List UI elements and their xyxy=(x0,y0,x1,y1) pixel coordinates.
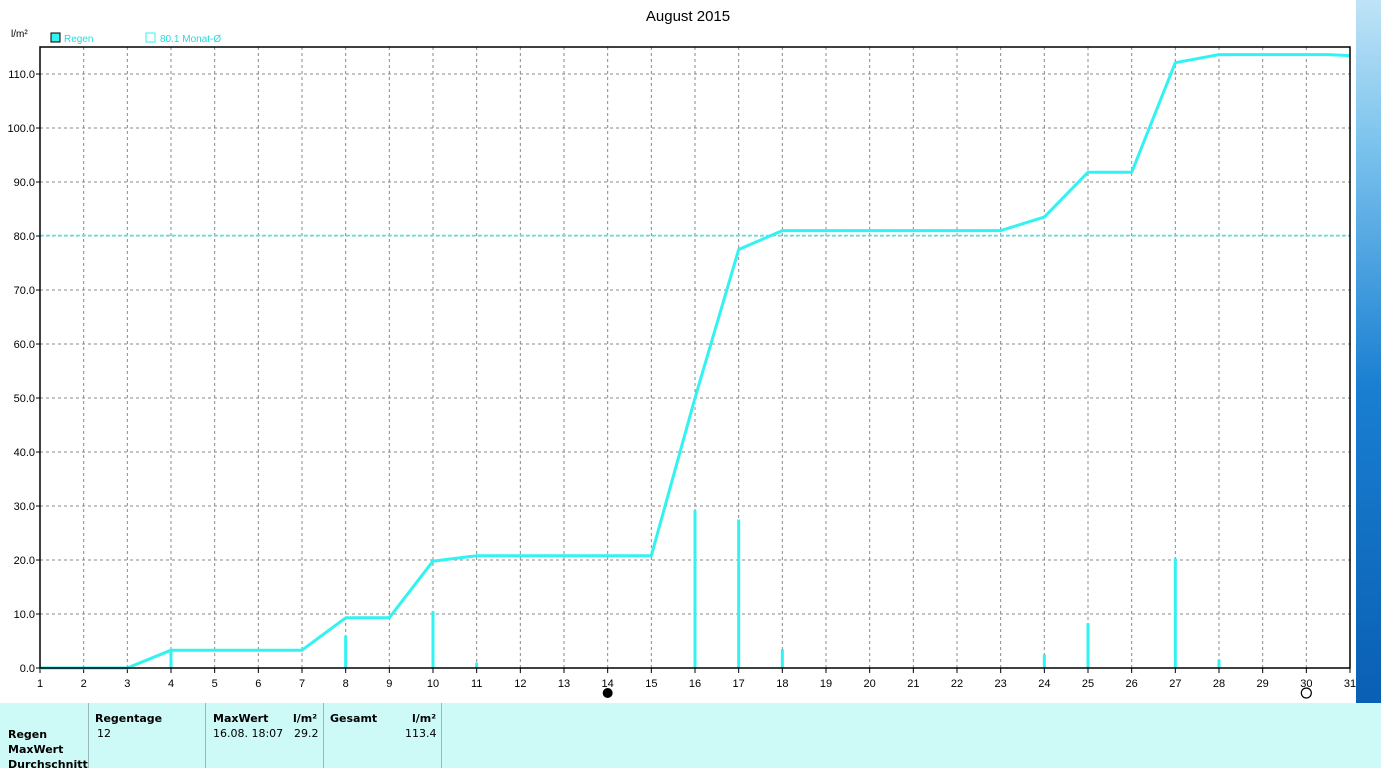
gesamt-value: 113.4 xyxy=(405,727,437,740)
x-tick-label: 28 xyxy=(1213,678,1225,690)
x-tick-label: 1 xyxy=(37,678,43,690)
rain-bar xyxy=(1217,659,1221,668)
legend-average-label: 80.1 Monat-Ø xyxy=(160,34,221,45)
rain-bar xyxy=(780,649,784,668)
legend-regen-swatch xyxy=(50,32,61,43)
x-tick-label: 3 xyxy=(124,678,130,690)
x-tick-label: 22 xyxy=(951,678,963,690)
x-tick-label: 17 xyxy=(733,678,745,690)
rain-bar xyxy=(737,519,741,668)
y-tick-label: 70.0 xyxy=(14,285,35,297)
y-tick-label: 110.0 xyxy=(8,69,35,81)
x-tick-label: 19 xyxy=(820,678,832,690)
cumulative-line xyxy=(40,53,1351,670)
x-tick-label: 27 xyxy=(1169,678,1181,690)
x-tick-label: 16 xyxy=(689,678,701,690)
full-moon-icon xyxy=(602,688,613,698)
rain-bar xyxy=(1173,558,1177,668)
x-tick-label: 6 xyxy=(255,678,261,690)
rain-bar xyxy=(431,611,435,668)
x-tick-label: 30 xyxy=(1300,678,1312,690)
maxwert-header: MaxWert xyxy=(213,712,269,725)
x-tick-label: 4 xyxy=(168,678,174,690)
rain-bar xyxy=(169,650,173,668)
rain-chart: August 2015 l/m² Regen 80.1 Monat-Ø 0.01… xyxy=(7,8,1356,699)
stats-separator xyxy=(323,703,324,768)
stats-separator xyxy=(441,703,442,768)
row-label-maxwert: MaxWert xyxy=(8,743,64,756)
x-tick-label: 18 xyxy=(776,678,788,690)
y-tick-label: 0.0 xyxy=(20,663,35,675)
x-tick-label: 12 xyxy=(514,678,526,690)
x-tick-label: 25 xyxy=(1082,678,1094,690)
x-tick-label: 31 xyxy=(1344,678,1356,690)
y-tick-label: 60.0 xyxy=(14,339,35,351)
desktop-background-strip xyxy=(1356,0,1381,703)
x-tick-label: 5 xyxy=(212,678,218,690)
x-tick-label: 21 xyxy=(907,678,919,690)
y-tick-label: 30.0 xyxy=(14,501,35,513)
x-tick-label: 13 xyxy=(558,678,570,690)
stats-separator xyxy=(88,703,89,768)
row-label-regen: Regen xyxy=(8,728,48,741)
legend-regen-label: Regen xyxy=(64,34,93,45)
y-tick-label: 40.0 xyxy=(14,447,35,459)
y-tick-label: 90.0 xyxy=(14,177,35,189)
maxwert-unit: l/m² xyxy=(293,712,318,725)
x-tick-label: 14 xyxy=(602,678,614,690)
x-tick-label: 20 xyxy=(864,678,876,690)
cumulative-rain-line xyxy=(40,53,1351,670)
legend-average-swatch xyxy=(145,32,156,43)
y-tick-label: 10.0 xyxy=(14,609,35,621)
regentage-value: 12 xyxy=(97,727,111,740)
y-axis-ticks: 0.0 10.0 20.0 30.0 40.0 50.0 60.0 70.0 80.0 90.0 1… xyxy=(7,69,40,675)
maxwert-value: 29.2 xyxy=(294,727,319,740)
x-tick-label: 11 xyxy=(471,678,482,690)
x-tick-label: 24 xyxy=(1038,678,1050,690)
x-tick-label: 15 xyxy=(645,678,657,690)
rain-bar xyxy=(1042,654,1046,668)
x-tick-label: 23 xyxy=(995,678,1007,690)
x-tick-label: 7 xyxy=(299,678,305,690)
x-tick-label: 8 xyxy=(343,678,349,690)
rain-bar xyxy=(1086,623,1090,668)
x-tick-label: 10 xyxy=(427,678,439,690)
stats-panel: Regen MaxWert Durchschnitt Regentage 12 … xyxy=(0,703,1381,771)
regentage-header: Regentage xyxy=(95,712,163,725)
x-tick-label: 9 xyxy=(386,678,392,690)
x-tick-label: 2 xyxy=(81,678,87,690)
maxwert-date: 16.08. 18:07 xyxy=(213,727,284,740)
y-tick-label: 100.0 xyxy=(7,123,35,135)
plot-frame xyxy=(39,46,1351,669)
x-axis-ticks: 1 2 3 4 5 6 7 8 9 10 11 12 13 14 15 16 17 18 19 20 21 22 23 24 2… xyxy=(37,668,1356,690)
stats-separator xyxy=(205,703,206,768)
x-tick-label: 26 xyxy=(1126,678,1138,690)
moon-phase-markers xyxy=(602,687,1312,699)
y-axis-unit: l/m² xyxy=(11,29,28,40)
gesamt-unit: l/m² xyxy=(412,712,437,725)
legend: Regen 80.1 Monat-Ø xyxy=(50,32,221,45)
rain-bar xyxy=(344,635,348,668)
y-tick-label: 80.0 xyxy=(14,231,35,243)
new-moon-icon xyxy=(1300,687,1312,699)
chart-title: August 2015 xyxy=(646,8,730,25)
gesamt-header: Gesamt xyxy=(330,712,378,725)
rain-bar xyxy=(475,662,479,668)
daily-rain-bars xyxy=(169,510,1221,668)
y-tick-label: 20.0 xyxy=(14,555,35,567)
x-tick-label: 29 xyxy=(1257,678,1269,690)
row-label-durchschnitt: Durchschnitt xyxy=(8,758,88,771)
y-tick-label: 50.0 xyxy=(14,393,35,405)
rain-bar xyxy=(693,510,697,668)
